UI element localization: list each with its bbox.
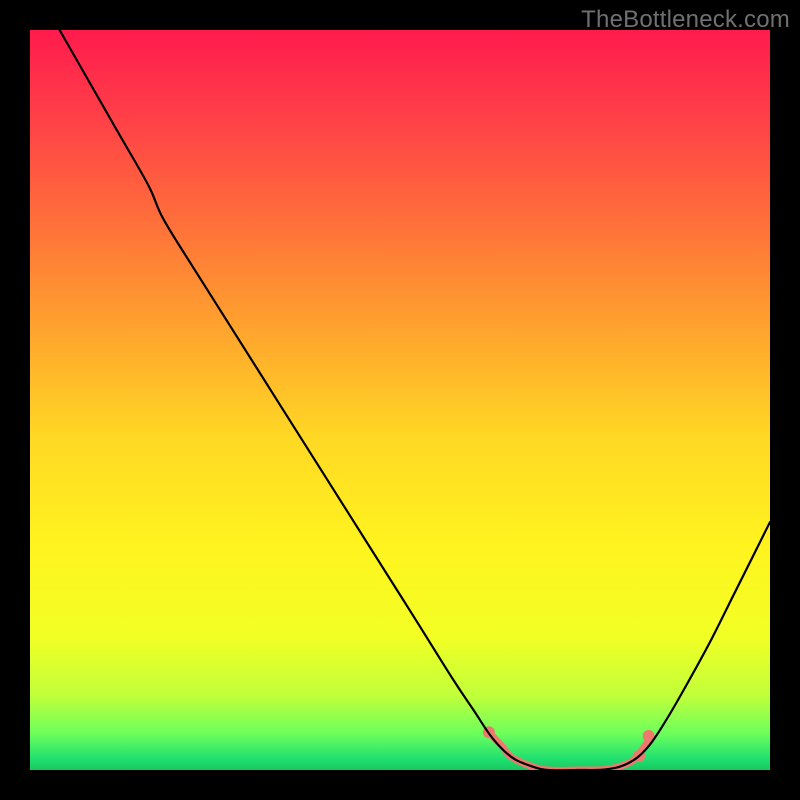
credit-watermark: TheBottleneck.com [581,6,790,34]
chart-container: TheBottleneck.com [0,0,800,800]
bottleneck-curve-chart [0,0,800,800]
heat-gradient-background [30,30,770,770]
